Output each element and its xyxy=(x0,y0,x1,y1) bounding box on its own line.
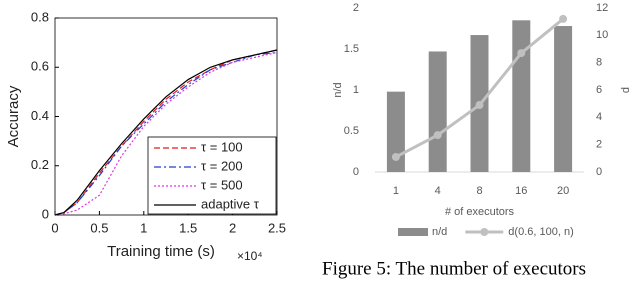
bar xyxy=(554,26,573,173)
y-tick-label: 0.5 xyxy=(344,125,359,137)
legend-label: adaptive τ xyxy=(201,196,260,211)
line-marker xyxy=(433,131,442,140)
legend-label: d(0.6, 100, n) xyxy=(508,226,573,238)
x-axis-label: Training time (s) xyxy=(107,243,215,260)
x-tick-label: 1.5 xyxy=(179,220,197,235)
x-tick-label: 1 xyxy=(393,185,399,197)
line-series xyxy=(54,49,278,216)
x-tick-label: 0 xyxy=(51,220,58,235)
legend-label: τ = 200 xyxy=(201,158,243,173)
x-tick-label: 2 xyxy=(229,220,236,235)
x-tick-label: 1 xyxy=(140,220,147,235)
y2-tick-label: 6 xyxy=(596,84,602,96)
y-tick-label: 0 xyxy=(353,166,359,178)
line-marker xyxy=(559,14,568,23)
line-marker xyxy=(517,49,526,58)
accuracy-chart: 0 0.2 0.4 0.6 0.8 0 0.5 1 1.5 2 2.5 Training time (… xyxy=(5,9,286,263)
bar xyxy=(428,51,447,172)
legend-marker xyxy=(480,228,489,236)
y2-tick-label: 2 xyxy=(596,139,602,151)
y-tick-label: 0 xyxy=(42,206,49,221)
y2-tick-label: 12 xyxy=(596,2,608,14)
y-tick-label: 2 xyxy=(353,2,359,14)
y2-tick-label: 10 xyxy=(596,29,608,41)
y2-tick-label: 4 xyxy=(596,111,602,123)
legend-swatch xyxy=(398,228,428,236)
y-tick-label: 0.6 xyxy=(31,59,49,74)
y-axis-label: n/d xyxy=(332,82,344,97)
x-tick-label: 8 xyxy=(476,185,482,197)
y2-tick-label: 8 xyxy=(596,57,602,69)
x-tick-label: 4 xyxy=(435,185,441,197)
legend-box xyxy=(147,136,277,215)
line-marker xyxy=(475,101,484,110)
line-series xyxy=(54,51,278,216)
y2-axis-label: d xyxy=(620,87,632,93)
bar xyxy=(386,91,405,172)
y2-tick-label: 0 xyxy=(596,166,602,178)
bar xyxy=(512,20,531,172)
legend-label: τ = 100 xyxy=(201,139,243,154)
x-tick-label: 20 xyxy=(557,185,569,197)
y-tick-label: 0.2 xyxy=(31,157,49,172)
legend-label: τ = 500 xyxy=(201,177,243,192)
x-tick-label: 0.5 xyxy=(90,220,108,235)
y-tick-label: 1.5 xyxy=(344,43,359,55)
legend-label: n/d xyxy=(432,226,447,238)
caption: Figure 5: The number of executors xyxy=(322,258,586,279)
y-tick-label: 0.8 xyxy=(31,9,49,24)
y-tick-label: 0.4 xyxy=(31,108,49,123)
line-marker xyxy=(391,152,400,161)
x-scale-label: ×10⁴ xyxy=(237,249,263,263)
y-axis-label: Accuracy xyxy=(5,85,22,147)
y-tick-label: 1 xyxy=(353,84,359,96)
x-axis-label: # of executors xyxy=(445,206,515,218)
x-tick-label: 2.5 xyxy=(268,220,286,235)
x-tick-label: 16 xyxy=(515,185,527,197)
